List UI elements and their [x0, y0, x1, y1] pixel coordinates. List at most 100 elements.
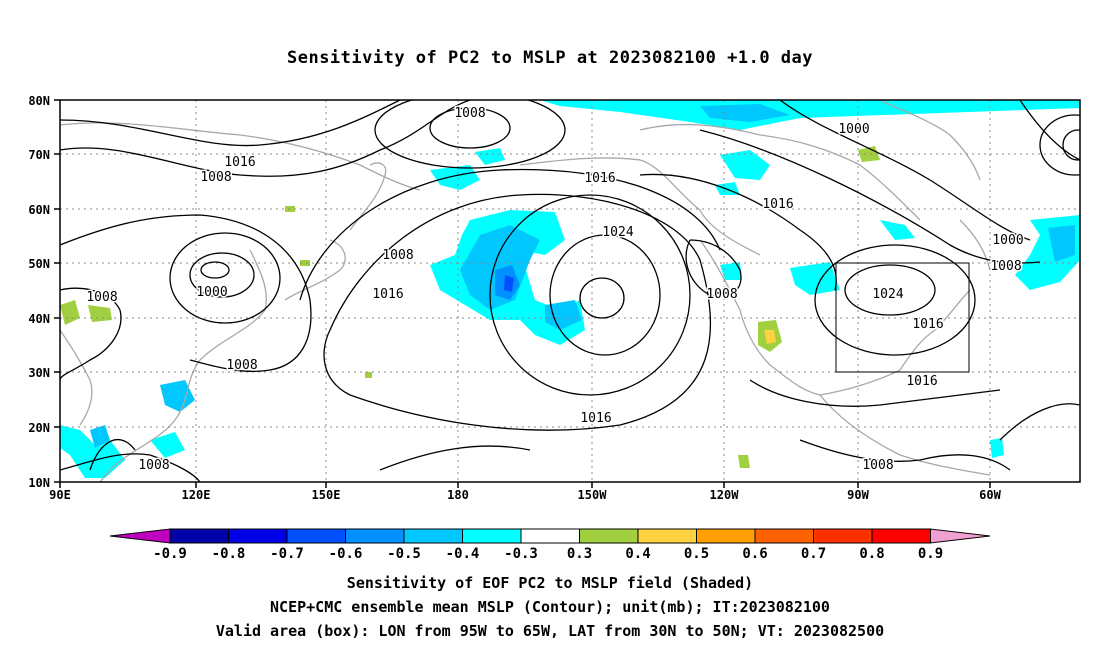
- contour-label: 1016: [224, 155, 255, 170]
- lat-label: 50N: [28, 257, 50, 271]
- coast-kamchatka: [349, 162, 387, 231]
- mslp-contours: [60, 100, 1080, 482]
- lon-label: 90E: [49, 488, 71, 502]
- contour-low-asia-1008: [169, 232, 281, 324]
- contour-low-asia-1000: [189, 252, 255, 298]
- lat-label: 60N: [28, 203, 50, 217]
- shade-near-pacific: [475, 148, 505, 165]
- lat-label: 30N: [28, 366, 50, 380]
- lon-label: 60W: [979, 488, 1001, 502]
- contour-label: 1008: [382, 248, 413, 263]
- contour-greenland-low-inner: [1062, 129, 1080, 161]
- coast-korea-japan: [284, 239, 346, 301]
- shade-canada: [720, 150, 770, 180]
- colorbar-box: [813, 528, 873, 544]
- colorbar-labels: -0.9 -0.8 -0.7 -0.6 -0.5 -0.4 -0.3 0.3 0…: [153, 546, 943, 562]
- shade-south-china-sea: [60, 425, 125, 478]
- lat-axis-labels: 80N 70N 60N 50N 40N 30N 20N 10N: [28, 94, 50, 490]
- coast-east-asia: [99, 249, 267, 482]
- contour-label: 1008: [226, 358, 257, 373]
- contour-label: 1016: [906, 374, 937, 389]
- contour-canada-1016: [639, 173, 837, 291]
- contour-sea-1016: [379, 445, 531, 471]
- lat-label: 80N: [28, 94, 50, 108]
- contour-atlantic-1008: [699, 129, 1041, 264]
- colorbar-box: [462, 528, 522, 544]
- colorbar-label: -0.9: [153, 546, 187, 562]
- colorbar-box: [228, 528, 288, 544]
- colorbar-high-arrow: [930, 528, 991, 544]
- contour-south-1008: [799, 439, 1011, 471]
- lon-label: 90W: [847, 488, 869, 502]
- contour-label: 1008: [862, 458, 893, 473]
- colorbar-label: -0.6: [329, 546, 363, 562]
- lon-label: 120E: [182, 488, 211, 502]
- caption-line-2: NCEP+CMC ensemble mean MSLP (Contour); u…: [270, 598, 830, 616]
- lat-label: 20N: [28, 421, 50, 435]
- shade-nw-pacific: [430, 165, 480, 190]
- contour-label: 1016: [584, 171, 615, 186]
- shade-green-small3: [365, 372, 372, 378]
- colorbar-box: [520, 528, 580, 544]
- valid-area-box: [835, 262, 970, 373]
- shade-green-greenland: [858, 146, 880, 162]
- contour-north-1008: [60, 100, 401, 147]
- caption-line-1: Sensitivity of EOF PC2 to MSLP field (Sh…: [346, 574, 754, 592]
- map-title: Sensitivity of PC2 to MSLP at 2023082100…: [286, 48, 813, 68]
- contour-canada-1008: [685, 239, 742, 297]
- contour-label: 1008: [138, 458, 169, 473]
- shade-green-gulf: [738, 455, 750, 468]
- colorbar-box: [169, 528, 229, 544]
- contour-low-aleutian: [429, 107, 511, 149]
- colorbar-box: [754, 528, 814, 544]
- contour-south-1016: [749, 379, 1001, 407]
- coast-asia-north: [60, 122, 421, 191]
- contour-high-us-1024: [844, 264, 936, 316]
- sensitivity-shading: [60, 100, 1080, 478]
- colorbar-low-arrow: [109, 528, 171, 544]
- colorbar-box: [286, 528, 346, 544]
- shade-yellow-mexico: [764, 330, 776, 344]
- contour-label: 1016: [372, 287, 403, 302]
- colorbar-label: 0.9: [918, 546, 943, 562]
- tick-marks: [54, 99, 991, 488]
- caption-line-3: Valid area (box): LON from 95W to 65W, L…: [215, 622, 885, 640]
- contour-label: 1008: [706, 287, 737, 302]
- colorbar-label: -0.5: [387, 546, 421, 562]
- contour-pacific-1008-outer: [299, 168, 721, 301]
- contour-pacific-1016-outer: [323, 193, 712, 431]
- shade-central-core2: [504, 275, 514, 292]
- contour-label: 1016: [580, 411, 611, 426]
- contour-greenland-low: [1039, 114, 1080, 176]
- colorbar-box: [403, 528, 463, 544]
- coast-greenland: [879, 100, 981, 181]
- shade-east-atlantic-inner: [1048, 225, 1075, 262]
- contour-label: 1016: [762, 197, 793, 212]
- coastlines: [60, 100, 991, 482]
- contour-south-1016b: [999, 403, 1080, 441]
- plot-area: [60, 100, 1080, 482]
- lon-label: 180: [447, 488, 469, 502]
- contour-low-asia-1000-inner: [200, 261, 230, 279]
- shade-central-mid: [460, 225, 540, 310]
- colorbar-label: -0.8: [212, 546, 246, 562]
- lon-axis-labels: 90E 120E 150E 180 150W 120W 90W 60W: [49, 488, 1001, 502]
- colorbar-label: 0.4: [625, 546, 650, 562]
- colorbar-label: 0.3: [567, 546, 592, 562]
- colorbar-label: -0.7: [270, 546, 304, 562]
- shade-green-india: [60, 300, 80, 325]
- shade-caribbean: [990, 438, 1004, 458]
- colorbar-box: [579, 528, 639, 544]
- colorbar-box: [696, 528, 756, 544]
- lon-label: 120W: [710, 488, 740, 502]
- contour-high-pacific-1016: [489, 194, 691, 396]
- contour-high-us-1016: [814, 244, 976, 356]
- contour-high-pacific-1024-inner: [579, 277, 625, 319]
- contour-asia-1008-west: [60, 287, 122, 381]
- contour-labels: 1008 1016 1008 1016 1000 1016 1024 1000 …: [85, 105, 1025, 475]
- lat-lon-grid: [60, 100, 1080, 482]
- lat-label: 10N: [28, 476, 50, 490]
- contour-label: 1008: [200, 170, 231, 185]
- contour-label: 1008: [86, 290, 117, 305]
